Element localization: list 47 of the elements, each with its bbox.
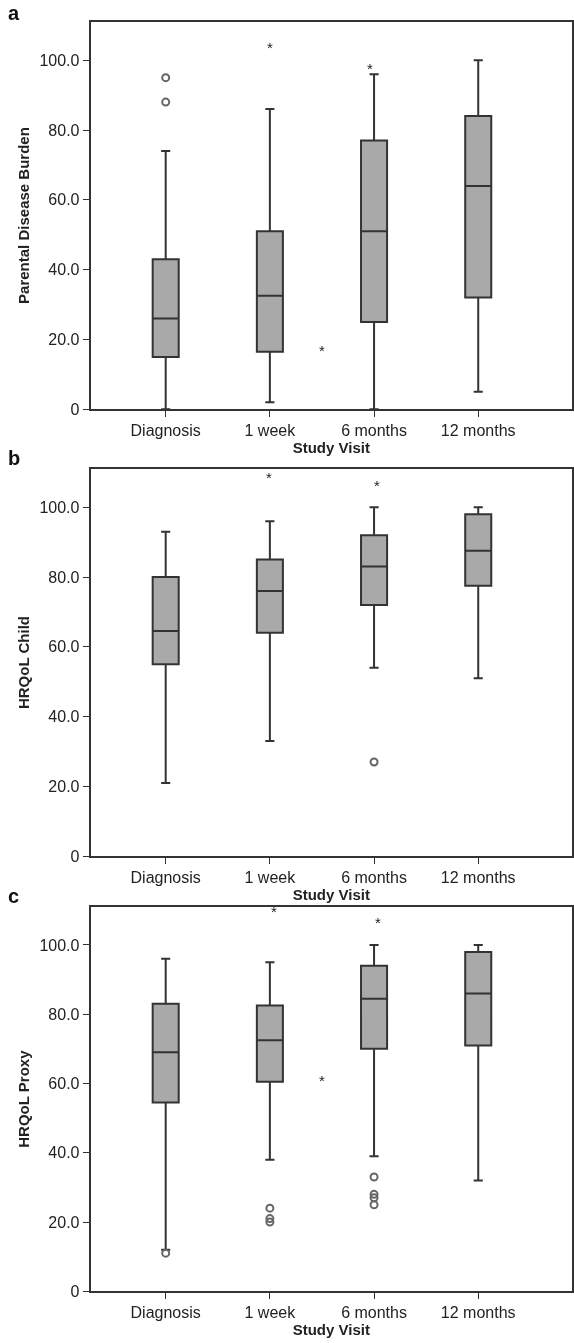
y-axis-title: HRQoL Proxy [15, 1049, 33, 1148]
x-tick-label: 1 week [244, 422, 297, 440]
annotation: * [375, 914, 381, 931]
y-axis-title: Parental Disease Burden [15, 127, 33, 304]
x-tick-label: 1 week [244, 869, 297, 887]
annotation: * [271, 903, 277, 920]
x-axis-title: Study Visit [292, 886, 370, 904]
x-tick-label: 6 months [341, 869, 407, 887]
y-tick-label: 40.0 [48, 708, 80, 726]
y-tick-label: 60.0 [48, 1075, 80, 1093]
annotation: * [266, 469, 272, 486]
annotation: * [374, 477, 380, 494]
y-tick-label: 20.0 [48, 331, 80, 349]
y-tick-label: 100.0 [39, 936, 80, 954]
x-tick-label: 6 months [341, 422, 407, 440]
x-tick-label: Diagnosis [130, 1304, 201, 1322]
y-tick-label: 40.0 [48, 1144, 80, 1162]
y-tick-label: 80.0 [48, 121, 80, 139]
x-tick-label: Diagnosis [130, 869, 201, 887]
y-tick-label: 60.0 [48, 638, 80, 656]
y-axis-title: HRQoL Child [15, 616, 33, 710]
text: a [8, 2, 20, 24]
x-axis-title: Study Visit [292, 1321, 370, 1339]
x-tick-label: 12 months [440, 422, 516, 440]
y-tick-label: 0 [70, 400, 80, 418]
annotation: * [319, 1072, 325, 1089]
y-tick-label: 0 [70, 1282, 80, 1300]
y-tick-label: 80.0 [48, 568, 80, 586]
x-tick-label: Diagnosis [130, 422, 201, 440]
annotation: * [267, 39, 273, 56]
annotation: * [319, 342, 325, 359]
annotation: * [367, 60, 373, 77]
y-tick-label: 100.0 [39, 498, 80, 516]
y-tick-label: 20.0 [48, 778, 80, 796]
x-tick-label: 1 week [244, 1304, 297, 1322]
x-tick-label: 6 months [341, 1304, 407, 1322]
x-tick-label: 12 months [440, 869, 516, 887]
y-tick-label: 100.0 [39, 51, 80, 69]
y-tick-label: 40.0 [48, 261, 80, 279]
text: c [8, 885, 20, 907]
x-tick-label: 12 months [440, 1304, 516, 1322]
text: b [8, 447, 21, 469]
y-tick-label: 80.0 [48, 1005, 80, 1023]
y-tick-label: 60.0 [48, 191, 80, 209]
x-axis-title: Study Visit [292, 439, 370, 457]
y-tick-label: 20.0 [48, 1213, 80, 1231]
y-tick-label: 0 [70, 847, 80, 865]
